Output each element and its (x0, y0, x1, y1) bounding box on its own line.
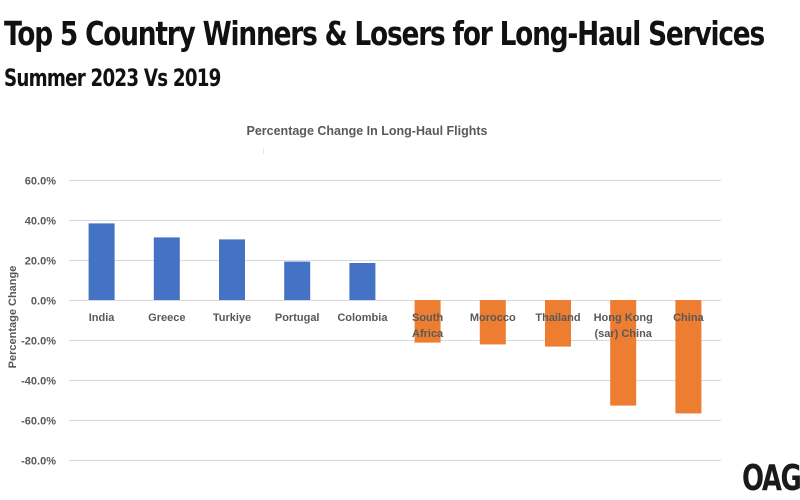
x-category-label-line: Morocco (470, 312, 516, 324)
bar-hong-kong-sar-china (610, 300, 637, 406)
x-category-label: Hong Kong (sar) China (594, 312, 653, 340)
y-tick-label: -20.0% (21, 336, 56, 348)
x-category-label: China (673, 312, 704, 324)
x-category-label: Greece (148, 312, 185, 324)
x-category-label-line: Africa (412, 328, 444, 340)
bar-india (88, 223, 115, 300)
x-category-label-line: Thailand (535, 312, 580, 324)
x-category-label-line: Hong Kong (594, 312, 653, 324)
x-category-label-line: China (673, 312, 704, 324)
page-subtitle: Summer 2023 Vs 2019 (4, 64, 221, 92)
x-category-label: South Africa (412, 312, 444, 340)
x-category-label-line: Greece (148, 312, 185, 324)
y-axis-label: Percentage Change (7, 266, 19, 369)
bar-turkiye (219, 239, 245, 300)
x-category-label: Portugal (275, 312, 320, 324)
artifact-mark (263, 148, 264, 154)
y-tick-label: -60.0% (21, 416, 56, 428)
bar-china (675, 300, 702, 414)
page-title: Top 5 Country Winners & Losers for Long-… (4, 14, 765, 53)
x-category-label-line: (sar) China (594, 328, 652, 340)
x-category-label: Colombia (337, 312, 388, 324)
x-category-label-line: Portugal (275, 312, 320, 324)
bar-south-africa (414, 300, 441, 343)
bars (88, 223, 702, 414)
y-axis-ticks: 60.0% 40.0% 20.0% 0.0% -20.0% -40.0% -60.0% -80… (21, 176, 56, 468)
y-tick-label: 20.0% (25, 256, 56, 268)
chart-title: Percentage Change In Long-Haul Flights (247, 124, 488, 138)
x-category-label: India (89, 312, 116, 324)
y-tick-label: -80.0% (21, 456, 56, 468)
y-tick-label: 40.0% (25, 216, 56, 228)
x-category-label-line: Colombia (337, 312, 388, 324)
bar-thailand (545, 300, 571, 347)
x-axis-categories: India Greece Turkiye Portugal Colombia South A… (89, 312, 705, 340)
bar-greece (153, 237, 180, 300)
bar-portugal (284, 261, 311, 300)
bar-morocco (479, 300, 506, 345)
x-category-label: Thailand (535, 312, 580, 324)
y-tick-label: -40.0% (21, 376, 56, 388)
x-category-label: Turkiye (213, 312, 251, 324)
x-category-label-line: Turkiye (213, 312, 251, 324)
y-tick-label: 0.0% (31, 296, 56, 308)
x-category-label-line: India (89, 312, 116, 324)
logo-text: OAG (742, 458, 800, 499)
x-category-label: Morocco (470, 312, 516, 324)
x-category-label-line: South (412, 312, 443, 324)
bar-colombia (349, 263, 376, 300)
oag-logo: OAG® (742, 458, 800, 499)
y-tick-label: 60.0% (25, 176, 56, 188)
